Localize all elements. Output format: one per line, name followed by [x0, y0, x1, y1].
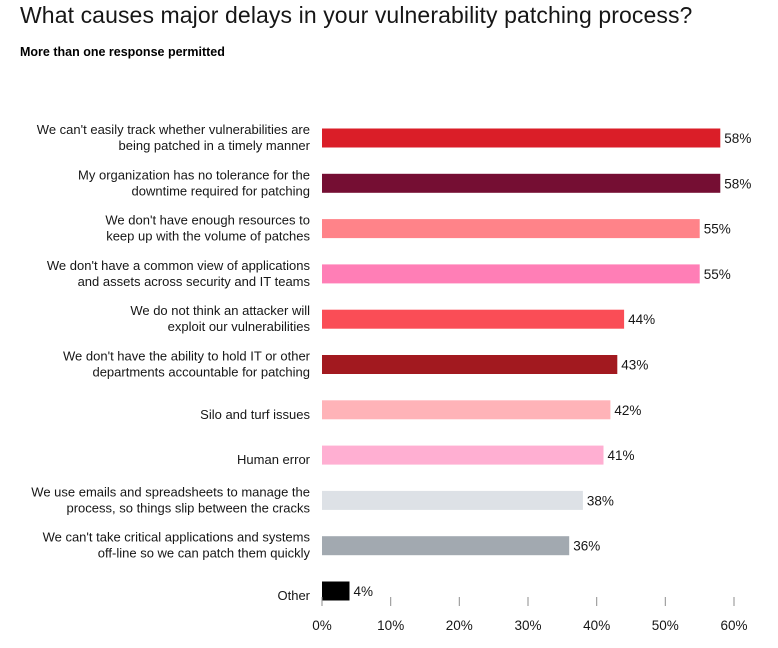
x-axis: 0% 10% 20% 30% 40% 50% 60%	[312, 597, 748, 633]
bar	[322, 490, 583, 510]
bar	[322, 219, 700, 239]
bar-value-label: 44%	[628, 312, 655, 327]
category-label: being patched in a timely manner	[118, 138, 310, 153]
bar-value-label: 36%	[573, 539, 600, 554]
category-label: We do not think an attacker will	[130, 303, 310, 318]
category-label: process, so things slip between the crac…	[66, 500, 310, 515]
category-label: We use emails and spreadsheets to manage…	[31, 484, 310, 499]
category-label: We don't have the ability to hold IT or …	[63, 349, 311, 364]
bar	[322, 355, 618, 374]
bar	[322, 173, 721, 193]
category-label: We don't have a common view of applicati…	[47, 258, 311, 273]
bars-layer: 58% We can't easily track whether vulnera…	[31, 122, 751, 603]
x-tick-label: 20%	[446, 618, 473, 633]
x-tick-label: 50%	[652, 618, 679, 633]
category-label: We don't have enough resources to	[105, 213, 310, 228]
x-tick-label: 40%	[583, 618, 610, 633]
bar-value-label: 4%	[354, 584, 374, 599]
category-label: Human error	[237, 452, 311, 467]
bar-value-label: 58%	[724, 176, 751, 191]
category-label: We can't take critical applications and …	[43, 530, 311, 545]
bar	[322, 400, 611, 420]
bar-value-label: 55%	[704, 222, 731, 237]
bar	[322, 536, 570, 556]
bar-value-label: 55%	[704, 267, 731, 282]
chart-title: What causes major delays in your vulnera…	[20, 2, 693, 28]
x-tick-label: 0%	[312, 618, 332, 633]
bar	[322, 264, 700, 284]
bar	[322, 581, 350, 601]
bar-value-label: 41%	[608, 448, 635, 463]
bar	[322, 445, 604, 465]
category-label: departments accountable for patching	[92, 365, 310, 380]
bar	[322, 128, 721, 148]
category-label: and assets across security and IT teams	[78, 274, 311, 289]
x-tick-label: 30%	[514, 618, 541, 633]
x-tick-label: 60%	[720, 618, 747, 633]
chart-subtitle: More than one response permitted	[20, 45, 225, 59]
bar-value-label: 43%	[621, 358, 648, 373]
category-label: My organization has no tolerance for the	[78, 167, 310, 182]
bar	[322, 309, 625, 329]
category-label: Silo and turf issues	[200, 407, 310, 422]
category-label: keep up with the volume of patches	[106, 229, 310, 244]
bar-value-label: 42%	[614, 403, 641, 418]
category-label: exploit our vulnerabilities	[168, 319, 311, 334]
bar-value-label: 38%	[587, 493, 614, 508]
x-tick-label: 10%	[377, 618, 404, 633]
category-label: downtime required for patching	[132, 183, 311, 198]
category-label: off-line so we can patch them quickly	[98, 546, 311, 561]
bar-value-label: 58%	[724, 131, 751, 146]
category-label: Other	[277, 588, 310, 603]
category-label: We can't easily track whether vulnerabil…	[37, 122, 310, 137]
